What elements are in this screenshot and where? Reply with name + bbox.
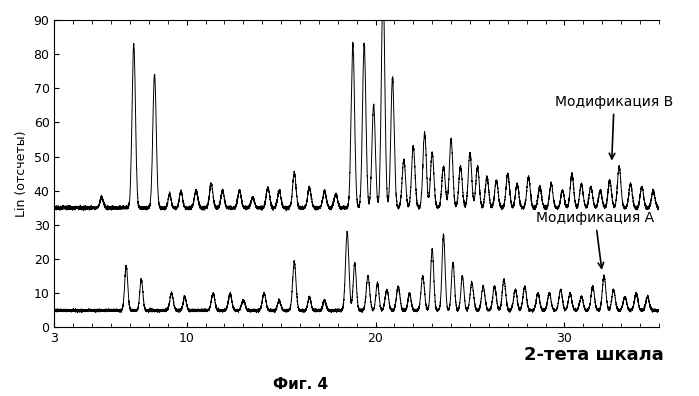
Y-axis label: Lin (отсчеты): Lin (отсчеты) xyxy=(15,131,28,217)
Text: Фиг. 4: Фиг. 4 xyxy=(273,377,328,392)
Text: Модификация В: Модификация В xyxy=(555,95,673,159)
Text: 2-тета шкала: 2-тета шкала xyxy=(524,346,664,364)
Text: Модификация А: Модификация А xyxy=(536,211,654,268)
